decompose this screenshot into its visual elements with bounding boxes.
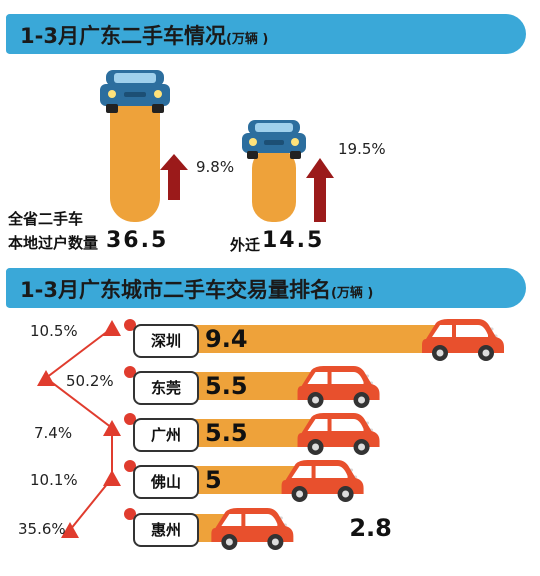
city-label-5: 惠州: [133, 513, 199, 547]
value-label-4: 5: [205, 466, 222, 494]
section2-banner: 1-3月广东城市二手车交易量排名(万辆 ): [6, 268, 526, 308]
car-icon: [297, 366, 380, 408]
growth-label-1: 10.5%: [30, 322, 78, 340]
car-icon: [281, 460, 364, 502]
value-label-2: 5.5: [205, 372, 248, 400]
growth-arrow-local: [160, 154, 188, 200]
car-icon-local: [100, 70, 170, 113]
summary-graphic: [100, 70, 334, 222]
local-label-line1: 全省二手车: [8, 210, 84, 228]
bar-2: [160, 372, 336, 400]
local-bar: [110, 88, 160, 222]
growth-triangle-4: [103, 470, 121, 486]
car-icon-migrate: [242, 120, 306, 159]
section1-title: 1-3月广东二手车情况(万辆 ): [20, 24, 269, 48]
growth-label-5: 35.6%: [18, 520, 66, 538]
local-value: 36.5: [106, 228, 169, 253]
local-label-line2: 本地过户数量: [8, 234, 99, 252]
growth-triangle-1: [103, 320, 121, 336]
growth-triangle-3: [103, 420, 121, 436]
migrate-value: 14.5: [262, 228, 325, 253]
bar-3: [160, 419, 336, 447]
migrate-bar: [252, 148, 296, 222]
city-label-3: 广州: [133, 418, 199, 452]
growth-triangle-5: [61, 522, 79, 538]
growth-label-3: 7.4%: [34, 424, 73, 442]
car-icon: [211, 508, 294, 550]
value-label-1: 9.4: [205, 325, 248, 353]
section1-unit: (万辆 ): [225, 32, 269, 47]
value-label-5: 2.8: [349, 514, 392, 542]
bar-1: [160, 325, 460, 353]
bar-4: [160, 466, 320, 494]
city-label-4: 佛山: [133, 465, 199, 499]
local-growth: 9.8%: [196, 158, 235, 176]
growth-label-4: 10.1%: [30, 471, 78, 489]
growth-triangle-2: [37, 370, 55, 386]
growth-arrow-migrate: [306, 158, 334, 222]
migrate-growth: 19.5%: [338, 140, 386, 158]
growth-label-2: 50.2%: [66, 372, 114, 390]
section2-title: 1-3月广东城市二手车交易量排名(万辆 ): [20, 278, 374, 302]
section2-unit: (万辆 ): [330, 286, 374, 301]
migrate-label: 外迁: [230, 236, 261, 254]
car-icon: [422, 319, 504, 361]
city-label-1: 深圳: [133, 324, 199, 358]
section1-banner: 1-3月广东二手车情况(万辆 ): [6, 14, 526, 54]
city-label-2: 东莞: [133, 371, 199, 405]
car-icon: [297, 413, 380, 455]
value-label-3: 5.5: [205, 419, 248, 447]
